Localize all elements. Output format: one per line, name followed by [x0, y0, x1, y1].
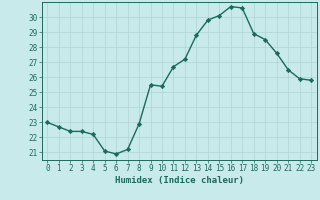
X-axis label: Humidex (Indice chaleur): Humidex (Indice chaleur)	[115, 176, 244, 185]
